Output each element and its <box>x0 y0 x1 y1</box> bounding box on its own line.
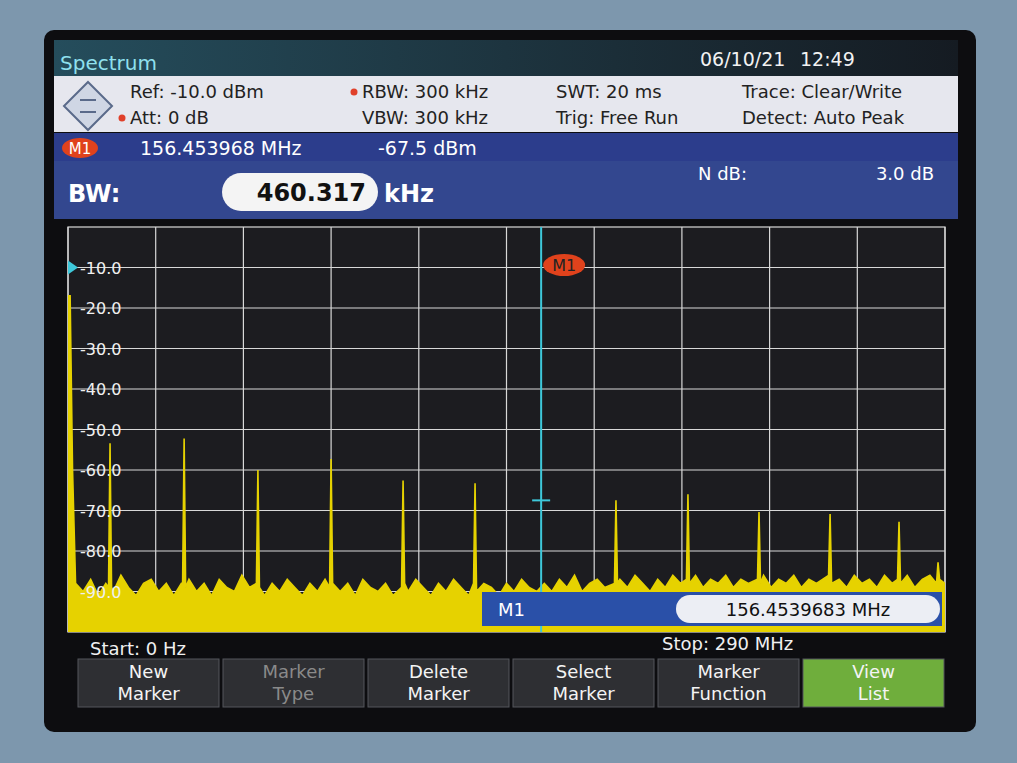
marker-readout-box <box>482 592 942 626</box>
y-tick-label: -40.0 <box>80 380 121 399</box>
bezel <box>0 0 1017 763</box>
softkey-label: ViewList <box>852 661 895 704</box>
setting-dot <box>119 115 126 122</box>
softkey-line: Marker <box>552 683 615 704</box>
title: Spectrum <box>60 51 157 75</box>
grid-line <box>68 307 945 308</box>
analyzer-photo: Spectrum 06/10/21 12:49 Ref: -10.0 dBm Att: … <box>0 0 1017 763</box>
grid-line <box>68 429 945 430</box>
y-tick-label: -80.0 <box>80 542 121 561</box>
stop-label: Stop: 290 MHz <box>662 633 793 654</box>
trace <box>68 296 945 632</box>
y-tick-label: -10.0 <box>80 259 121 278</box>
setting: Att: 0 dB <box>130 107 209 128</box>
bw-unit: kHz <box>384 180 434 208</box>
setting: VBW: 300 kHz <box>362 107 488 128</box>
bw-pill <box>222 173 378 211</box>
title-bar <box>54 40 958 76</box>
softkey-line: Marker <box>117 683 180 704</box>
y-tick-label: -60.0 <box>80 461 121 480</box>
softkey-line: Marker <box>407 683 470 704</box>
setting: Ref: -10.0 dBm <box>130 81 264 102</box>
marker-readout-pill <box>676 595 940 623</box>
grid-line <box>68 348 945 349</box>
softkey-label: MarkerFunction <box>690 661 767 704</box>
grid-line <box>68 550 945 551</box>
setting: RBW: 300 kHz <box>362 81 488 102</box>
softkey-line: List <box>858 683 889 704</box>
softkey-line: New <box>129 661 168 682</box>
marker-badge-label: M1 <box>69 140 92 158</box>
softkey[interactable] <box>658 659 799 707</box>
grid-line <box>68 510 945 511</box>
logo-mark <box>80 100 96 112</box>
marker-tick <box>532 499 550 501</box>
softkey-label: NewMarker <box>117 661 180 704</box>
setting-dot <box>351 89 358 96</box>
marker-line <box>540 227 542 632</box>
settings-bar <box>54 76 958 132</box>
softkey[interactable] <box>513 659 654 707</box>
bw-value: 460.317 <box>257 179 366 207</box>
ref-arrow <box>68 261 78 275</box>
grid-line <box>68 388 945 389</box>
softkey[interactable] <box>803 659 944 707</box>
softkey-label: DeleteMarker <box>407 661 470 704</box>
grid-line <box>68 267 945 268</box>
setting: Trig: Free Run <box>555 107 678 128</box>
ndb-value: 3.0 dB <box>876 163 934 184</box>
plot-frame <box>68 227 945 632</box>
marker-freq: 156.453968 MHz <box>140 137 302 159</box>
softkey-line: View <box>852 661 895 682</box>
marker-flag-label: M1 <box>552 256 576 275</box>
setting: SWT: 20 ms <box>556 81 662 102</box>
y-tick-label: -30.0 <box>80 340 121 359</box>
marker-readout-name: M1 <box>498 599 525 620</box>
start-label: Start: 0 Hz <box>90 638 186 659</box>
bw-row <box>54 161 958 219</box>
y-tick-label: -90.0 <box>80 583 121 602</box>
screen <box>44 30 976 732</box>
logo <box>64 82 112 130</box>
ndb-label: N dB: <box>698 163 747 184</box>
setting: Detect: Auto Peak <box>742 107 905 128</box>
marker-flag <box>543 254 585 276</box>
trace-group <box>68 296 945 632</box>
softkey-label: MarkerType <box>262 661 325 704</box>
setting: Trace: Clear/Write <box>741 81 902 102</box>
softkey-line: Marker <box>697 661 760 682</box>
grid-line <box>68 469 945 470</box>
softkey[interactable] <box>78 659 219 707</box>
y-tick-label: -20.0 <box>80 299 121 318</box>
softkey-line: Marker <box>262 661 325 682</box>
plot-bg <box>68 227 945 632</box>
softkey[interactable] <box>223 659 364 707</box>
softkey-line: Type <box>272 683 314 704</box>
y-tick-label: -70.0 <box>80 502 121 521</box>
marker-badge <box>62 138 98 158</box>
marker-level: -67.5 dBm <box>378 137 477 159</box>
marker-row <box>54 133 958 161</box>
date: 06/10/21 <box>700 48 785 70</box>
time: 12:49 <box>800 48 855 70</box>
y-tick-label: -50.0 <box>80 421 121 440</box>
marker-readout: 156.4539683 MHz <box>726 599 890 620</box>
softkey-label: SelectMarker <box>552 661 615 704</box>
bw-label: BW: <box>68 180 120 208</box>
softkey-line: Select <box>556 661 612 682</box>
softkey-line: Function <box>690 683 767 704</box>
softkey[interactable] <box>368 659 509 707</box>
softkey-line: Delete <box>409 661 468 682</box>
